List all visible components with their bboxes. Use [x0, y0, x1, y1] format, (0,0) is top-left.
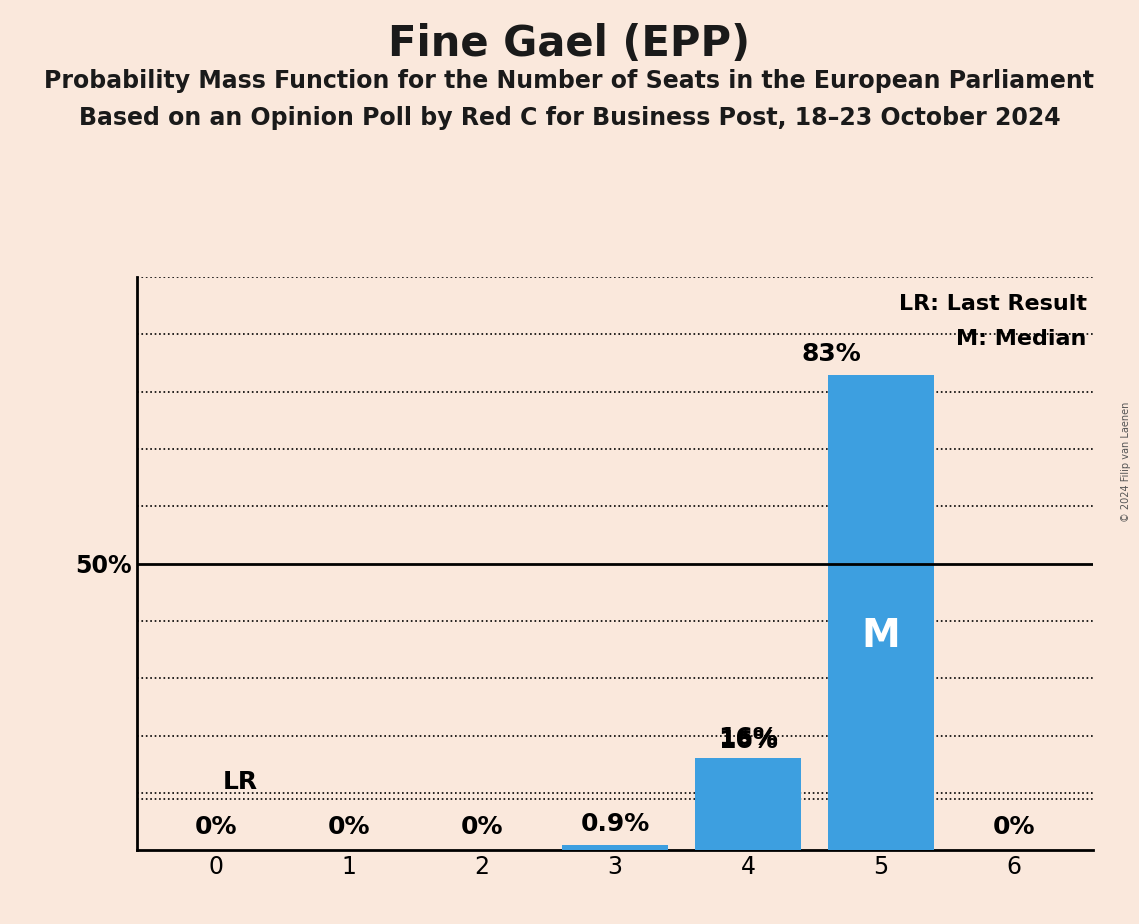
Bar: [695, 759, 801, 850]
Text: 0%: 0%: [195, 815, 238, 839]
Text: 0.9%: 0.9%: [581, 812, 649, 836]
Text: 0%: 0%: [461, 815, 503, 839]
Text: LR: LR: [223, 770, 259, 794]
Text: LR: Last Result: LR: Last Result: [899, 295, 1087, 314]
Text: 0%: 0%: [992, 815, 1035, 839]
Text: Probability Mass Function for the Number of Seats in the European Parliament: Probability Mass Function for the Number…: [44, 69, 1095, 93]
Text: Fine Gael (EPP): Fine Gael (EPP): [388, 23, 751, 65]
Text: 0%: 0%: [328, 815, 370, 839]
Bar: [562, 845, 669, 850]
Text: Based on an Opinion Poll by Red C for Business Post, 18–23 October 2024: Based on an Opinion Poll by Red C for Bu…: [79, 106, 1060, 130]
Text: M: M: [861, 617, 900, 655]
Text: 83%: 83%: [801, 342, 861, 366]
Text: 16%: 16%: [718, 726, 778, 750]
Text: M: Median: M: Median: [957, 329, 1087, 348]
Text: © 2024 Filip van Laenen: © 2024 Filip van Laenen: [1121, 402, 1131, 522]
Text: 16%: 16%: [718, 729, 778, 753]
Bar: [828, 374, 934, 850]
